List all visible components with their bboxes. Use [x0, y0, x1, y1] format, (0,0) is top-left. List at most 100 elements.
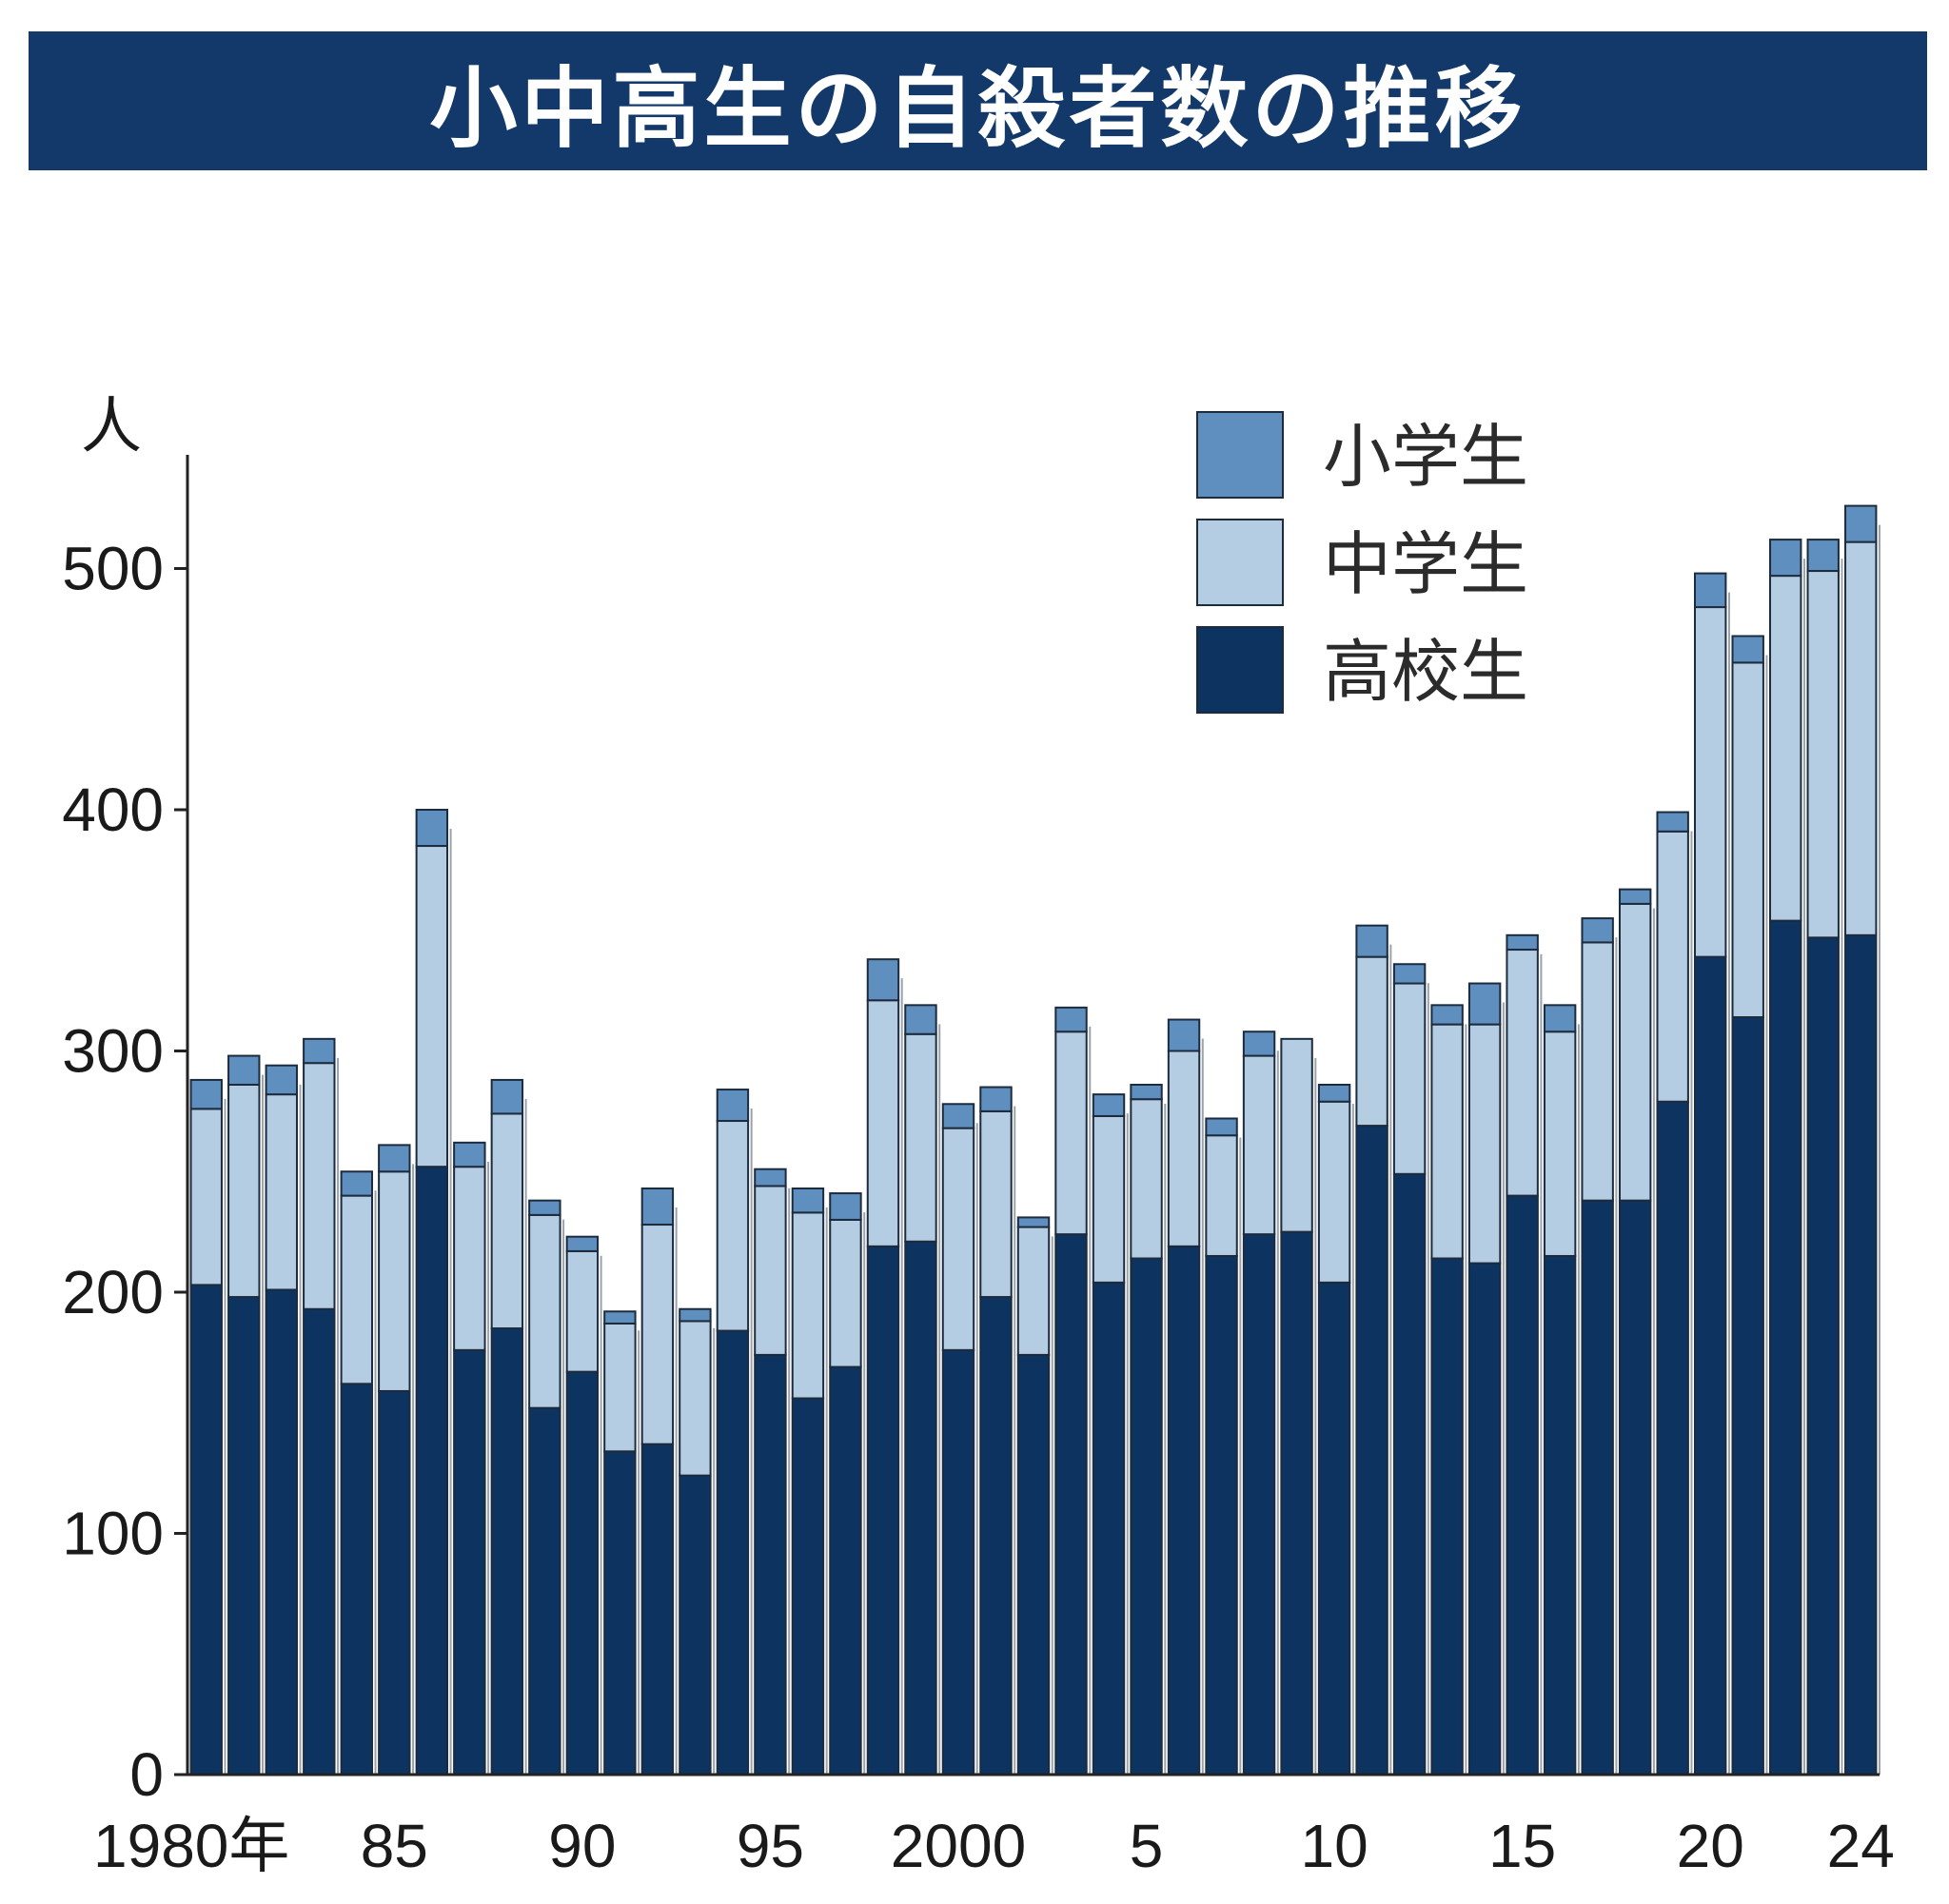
bar-segment-2011-elementary — [1355, 924, 1388, 958]
bar-segment-2010-high — [1317, 1281, 1351, 1776]
bar-segment-2007-high — [1205, 1254, 1238, 1776]
bar-segment-2020-middle — [1694, 606, 1727, 958]
bar-segment-2021-elementary — [1731, 635, 1764, 664]
x-tick-label: 5 — [1130, 1812, 1164, 1880]
bar-segment-1987-high — [453, 1348, 486, 1776]
bar-segment-2001-elementary — [979, 1086, 1013, 1112]
bar-segment-1983-middle — [303, 1062, 336, 1310]
bar-segment-1998-middle — [866, 999, 900, 1247]
bar-segment-1992-middle — [640, 1224, 675, 1445]
bar-segment-1982-middle — [265, 1093, 298, 1291]
bar-segment-2015-middle — [1506, 949, 1539, 1197]
bar-segment-2012-middle — [1392, 982, 1427, 1175]
bar-segment-2008-high — [1242, 1233, 1276, 1776]
bar-segment-2000-high — [941, 1348, 975, 1776]
bar-segment-2010-middle — [1317, 1100, 1351, 1284]
bar-segment-2009-high — [1280, 1230, 1313, 1776]
bar-segment-2013-middle — [1430, 1023, 1464, 1260]
bar-segment-1999-high — [904, 1240, 937, 1776]
bar-segment-1992-elementary — [640, 1187, 675, 1227]
bar-segment-2022-middle — [1769, 575, 1802, 922]
legend-swatch — [1196, 411, 1284, 499]
bar-segment-1998-elementary — [866, 958, 900, 1002]
y-tick-label: 500 — [62, 535, 164, 603]
bar-segment-1991-elementary — [603, 1310, 637, 1325]
bar-segment-2004-elementary — [1092, 1093, 1126, 1117]
bar-segment-2023-high — [1806, 936, 1840, 1776]
bar-segment-2005-high — [1130, 1257, 1163, 1776]
bar-segment-2020-elementary — [1694, 572, 1727, 609]
bar-segment-1988-high — [490, 1327, 524, 1776]
bar-segment-1982-high — [265, 1288, 298, 1776]
bar-segment-1981-high — [227, 1296, 261, 1776]
bar-segment-2006-high — [1167, 1245, 1201, 1776]
chart-title: 小中高生の自殺者数の推移 — [429, 57, 1526, 160]
bar-segment-1999-elementary — [904, 1004, 937, 1035]
bar-segment-2021-middle — [1731, 661, 1764, 1019]
bar-segment-2024-high — [1844, 933, 1878, 1776]
bar-segment-2006-middle — [1167, 1050, 1201, 1247]
y-tick-label: 200 — [62, 1258, 164, 1326]
bar-segment-2024-elementary — [1844, 504, 1878, 543]
bar-segment-2014-high — [1467, 1262, 1502, 1776]
bar-segment-1990-middle — [565, 1249, 600, 1373]
bar-segment-1982-elementary — [265, 1064, 298, 1096]
bar-segment-1999-middle — [904, 1032, 937, 1243]
bar-segment-1993-high — [679, 1474, 712, 1776]
bar-segment-2004-middle — [1092, 1114, 1126, 1284]
bar-segment-2012-elementary — [1392, 963, 1427, 985]
bar-segment-2022-high — [1769, 919, 1802, 1776]
bar-segment-1992-high — [640, 1443, 675, 1776]
bar-segment-1994-elementary — [716, 1089, 750, 1123]
bar-segment-2018-elementary — [1618, 888, 1652, 905]
bar-segment-2002-middle — [1016, 1226, 1051, 1356]
bar-segment-2016-middle — [1543, 1031, 1577, 1257]
bar-segment-1984-elementary — [340, 1170, 373, 1197]
bar-segment-1995-middle — [754, 1185, 787, 1356]
bar-segment-2004-high — [1092, 1281, 1126, 1776]
bar-segment-1987-elementary — [453, 1141, 486, 1168]
bar-segment-2023-middle — [1806, 570, 1840, 939]
bar-segment-2019-high — [1656, 1100, 1689, 1776]
bar-segment-2007-elementary — [1205, 1117, 1238, 1137]
x-tick-label: 10 — [1300, 1812, 1368, 1880]
legend-label: 小学生 — [1323, 417, 1528, 497]
bar-segment-2011-high — [1355, 1125, 1388, 1776]
bar-segment-2024-middle — [1844, 540, 1878, 936]
bar-segment-2011-middle — [1355, 955, 1388, 1128]
bar-segment-2009-middle — [1280, 1037, 1313, 1233]
bar-segment-2020-high — [1694, 955, 1727, 1776]
x-tick-label: 95 — [737, 1812, 804, 1880]
bar-segment-2018-high — [1618, 1199, 1652, 1776]
bar-segment-1986-middle — [415, 845, 449, 1168]
bar-segment-1994-middle — [716, 1120, 750, 1332]
bar-segment-2001-middle — [979, 1109, 1013, 1299]
legend-label: 中学生 — [1323, 524, 1528, 604]
bar-segment-1983-high — [303, 1307, 336, 1776]
x-tick-label: 85 — [361, 1812, 428, 1880]
legend-swatch — [1196, 626, 1284, 714]
bar-segment-1986-high — [415, 1166, 449, 1776]
bar-segment-1981-middle — [227, 1083, 261, 1299]
bar-segment-2000-elementary — [941, 1103, 975, 1129]
bar-segment-1980-middle — [189, 1108, 223, 1286]
bar-segment-2008-middle — [1242, 1054, 1276, 1236]
bar-segment-2017-elementary — [1581, 917, 1614, 944]
bar-segment-2016-elementary — [1543, 1004, 1577, 1033]
bar-segment-2002-high — [1016, 1353, 1051, 1776]
bar-segment-2014-middle — [1467, 1023, 1502, 1265]
bar-segment-1985-middle — [378, 1170, 411, 1392]
bar-segment-1993-elementary — [679, 1307, 712, 1323]
bar-segment-1989-elementary — [528, 1199, 561, 1216]
bar-segment-1998-high — [866, 1245, 900, 1776]
bar-segment-1981-elementary — [227, 1054, 261, 1086]
x-tick-label: 1980年 — [93, 1812, 289, 1880]
bar-segment-1996-high — [791, 1397, 825, 1776]
bar-segment-2013-high — [1430, 1257, 1464, 1776]
bar-segment-1980-elementary — [189, 1078, 223, 1110]
legend-label: 高校生 — [1323, 632, 1528, 712]
x-tick-label: 90 — [548, 1812, 616, 1880]
bar-segment-1990-high — [565, 1370, 600, 1776]
bar-segment-1986-elementary — [415, 809, 449, 848]
